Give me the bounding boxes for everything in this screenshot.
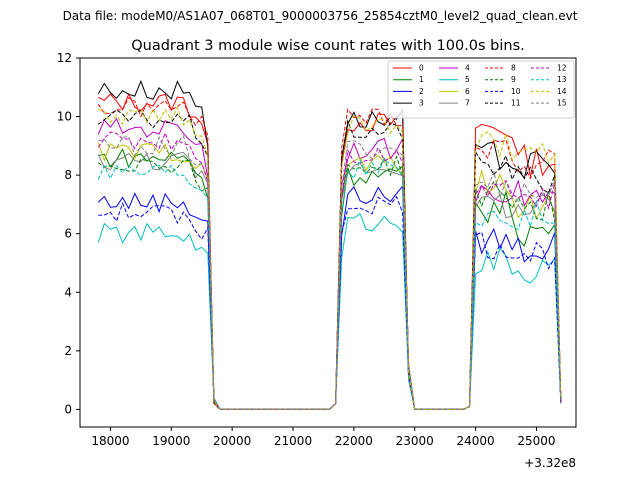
y-tick-label: 0 [64, 402, 72, 416]
legend-label-11: 11 [511, 99, 521, 108]
series-line-7 [97, 151, 562, 410]
y-tick-label: 12 [57, 51, 72, 65]
legend-label-15: 15 [557, 99, 567, 108]
series-line-0 [98, 92, 562, 410]
series-line-11 [98, 109, 562, 410]
y-tick-label: 10 [57, 110, 72, 124]
legend-label-8: 8 [511, 64, 516, 73]
series-line-6 [97, 142, 562, 410]
y-axis: 0 2 4 6 8 10 12 [57, 51, 80, 416]
series-layer [97, 79, 562, 410]
x-axis: 18000 19000 20000 21000 22000 23000 24000 25000 [91, 427, 556, 448]
series-line-5 [97, 212, 562, 410]
legend-label-14: 14 [557, 87, 567, 96]
series-line-9 [98, 155, 562, 410]
legend-label-4: 4 [465, 64, 470, 73]
y-tick-label: 4 [64, 285, 72, 299]
x-tick-label: 21000 [274, 434, 312, 448]
legend-label-12: 12 [557, 64, 567, 73]
series-line-14 [98, 106, 562, 410]
y-tick-label: 2 [64, 344, 72, 358]
legend-label-0: 0 [419, 64, 424, 73]
x-tick-label: 18000 [91, 434, 129, 448]
series-line-2 [97, 184, 562, 410]
x-tick-label: 22000 [335, 434, 373, 448]
series-line-8 [97, 97, 562, 410]
x-offset-label: +3.32e8 [524, 456, 576, 470]
y-tick-label: 8 [64, 168, 72, 182]
legend-label-7: 7 [465, 99, 470, 108]
series-line-4 [97, 117, 562, 410]
y-tick-label: 6 [64, 227, 72, 241]
x-tick-label: 24000 [456, 434, 494, 448]
x-tick-label: 20000 [213, 434, 251, 448]
series-line-10 [98, 195, 562, 410]
legend-label-3: 3 [419, 99, 424, 108]
legend-frame [387, 60, 575, 119]
legend-label-5: 5 [465, 75, 470, 84]
legend-label-9: 9 [511, 75, 516, 84]
figure-suptitle: Data file: modeM0/AS1A07_068T01_90000037… [63, 9, 578, 23]
legend-label-10: 10 [511, 87, 521, 96]
series-line-15 [98, 134, 562, 410]
x-tick-label: 23000 [396, 434, 434, 448]
legend-label-6: 6 [465, 87, 470, 96]
x-tick-label: 19000 [152, 434, 190, 448]
legend-label-1: 1 [419, 75, 424, 84]
legend-label-2: 2 [419, 87, 424, 96]
chart-title: Quadrant 3 module wise count rates with … [131, 38, 525, 54]
legend-label-13: 13 [557, 75, 567, 84]
plot-frame [79, 57, 577, 428]
series-line-3 [97, 79, 562, 410]
x-tick-label: 25000 [517, 434, 555, 448]
series-line-12 [97, 131, 562, 410]
